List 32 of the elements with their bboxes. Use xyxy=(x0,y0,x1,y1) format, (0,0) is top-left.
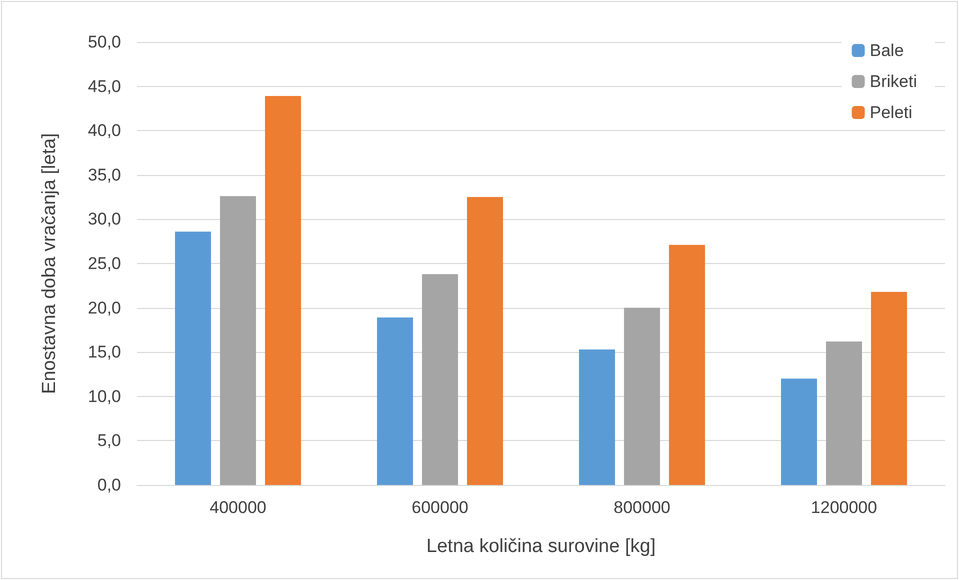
legend-label: Briketi xyxy=(870,72,918,91)
y-tick-label: 40,0 xyxy=(88,121,121,140)
bar xyxy=(624,308,660,485)
bar xyxy=(871,292,907,485)
bar xyxy=(175,232,211,485)
x-tick-label: 400000 xyxy=(210,498,266,517)
y-tick-label: 30,0 xyxy=(88,210,121,229)
legend-label: Bale xyxy=(870,41,904,60)
bar xyxy=(422,274,458,485)
bar xyxy=(826,341,862,485)
y-axis-title: Enostavna doba vračanja [leta] xyxy=(39,133,60,394)
x-axis-title: Letna količina surovine [kg] xyxy=(426,536,656,557)
bar xyxy=(781,378,817,485)
x-tick-label: 800000 xyxy=(614,498,670,517)
bar xyxy=(220,196,256,485)
bar xyxy=(669,244,705,485)
x-tick-label: 1200000 xyxy=(810,498,878,517)
bar xyxy=(265,96,301,485)
bar xyxy=(579,349,615,485)
y-tick-label: 35,0 xyxy=(88,165,121,184)
bar xyxy=(377,318,413,485)
legend-label: Peleti xyxy=(870,103,912,122)
bar xyxy=(467,197,503,485)
y-tick-label: 15,0 xyxy=(88,342,121,362)
y-tick-label: 25,0 xyxy=(88,254,121,273)
x-tick-label: 600000 xyxy=(412,498,468,517)
y-tick-label: 45,0 xyxy=(88,76,121,96)
y-tick-label: 5,0 xyxy=(97,431,121,450)
y-tick-label: 0,0 xyxy=(97,476,121,494)
y-tick-label: 50,0 xyxy=(88,32,121,52)
y-tick-label: 10,0 xyxy=(88,386,121,406)
y-tick-label: 20,0 xyxy=(88,298,121,318)
